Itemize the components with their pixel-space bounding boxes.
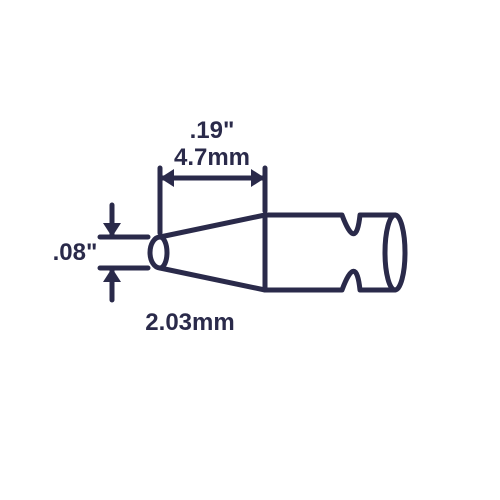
dim-horiz-mm: 4.7mm xyxy=(174,144,250,171)
dimension-vertical xyxy=(100,205,148,300)
soldering-tip-outline xyxy=(150,215,405,290)
technical-drawing: .19"4.7mm .08" 2.03mm xyxy=(0,0,500,500)
dim-vert-inch: .08" xyxy=(53,239,98,266)
dim-vert-mm: 2.03mm xyxy=(145,309,234,336)
dimension-horizontal xyxy=(160,168,265,233)
dim-horiz-inch: .19" xyxy=(190,117,235,144)
